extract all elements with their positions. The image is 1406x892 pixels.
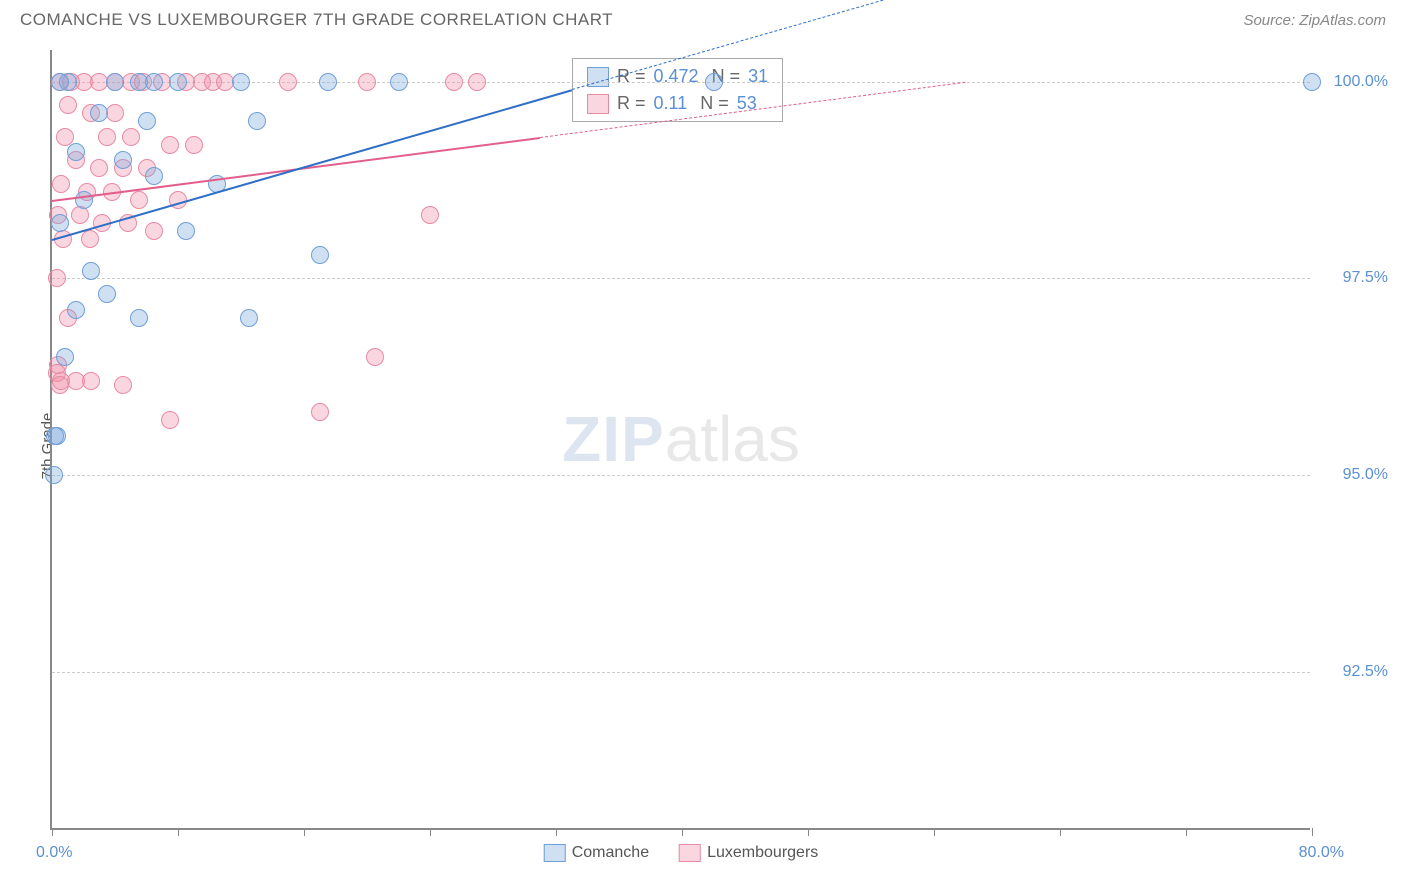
marker-comanche (145, 73, 163, 91)
n-value-lux: 53 (737, 90, 757, 117)
watermark: ZIPatlas (562, 402, 800, 476)
y-tick-label: 100.0% (1334, 73, 1388, 91)
marker-lux (98, 128, 116, 146)
marker-comanche (169, 73, 187, 91)
marker-comanche (90, 104, 108, 122)
marker-lux (48, 269, 66, 287)
marker-comanche (145, 167, 163, 185)
marker-lux (59, 96, 77, 114)
x-axis-max-label: 80.0% (1299, 844, 1344, 862)
x-tick (682, 828, 683, 836)
correlation-stats-box: R = 0.472 N = 31 R = 0.11 N = 53 (572, 58, 783, 122)
marker-lux (421, 206, 439, 224)
n-value-comanche: 31 (748, 63, 768, 90)
legend-item-lux: Luxembourgers (679, 844, 818, 862)
x-tick (1312, 828, 1313, 836)
y-tick-label: 92.5% (1343, 663, 1388, 681)
marker-comanche (705, 73, 723, 91)
marker-comanche (67, 143, 85, 161)
marker-comanche (232, 73, 250, 91)
legend-swatch-comanche (544, 844, 566, 862)
marker-lux (71, 206, 89, 224)
marker-comanche (138, 112, 156, 130)
marker-comanche (67, 301, 85, 319)
marker-comanche (1303, 73, 1321, 91)
marker-comanche (130, 309, 148, 327)
marker-lux (279, 73, 297, 91)
gridline (52, 475, 1310, 476)
marker-comanche (45, 466, 63, 484)
x-tick (178, 828, 179, 836)
legend: Comanche Luxembourgers (544, 844, 819, 862)
marker-comanche (319, 73, 337, 91)
x-tick (430, 828, 431, 836)
r-value-comanche: 0.472 (654, 63, 699, 90)
marker-lux (445, 73, 463, 91)
watermark-zip: ZIP (562, 403, 665, 475)
marker-lux (161, 411, 179, 429)
x-tick (1060, 828, 1061, 836)
marker-lux (161, 136, 179, 154)
x-tick (808, 828, 809, 836)
marker-comanche (82, 262, 100, 280)
marker-comanche (46, 427, 64, 445)
marker-lux (106, 104, 124, 122)
watermark-atlas: atlas (665, 403, 800, 475)
stats-row-lux: R = 0.11 N = 53 (587, 90, 768, 117)
marker-lux (122, 128, 140, 146)
marker-comanche (390, 73, 408, 91)
marker-lux (130, 191, 148, 209)
stats-swatch-lux (587, 94, 609, 114)
marker-comanche (248, 112, 266, 130)
marker-lux (90, 159, 108, 177)
r-value-lux: 0.11 (654, 90, 688, 117)
marker-comanche (177, 222, 195, 240)
marker-lux (358, 73, 376, 91)
marker-lux (82, 372, 100, 390)
x-tick (556, 828, 557, 836)
legend-swatch-lux (679, 844, 701, 862)
marker-lux (468, 73, 486, 91)
marker-comanche (106, 73, 124, 91)
marker-comanche (240, 309, 258, 327)
chart-title: COMANCHE VS LUXEMBOURGER 7TH GRADE CORRE… (20, 10, 613, 30)
marker-comanche (75, 191, 93, 209)
x-tick (934, 828, 935, 836)
marker-lux (366, 348, 384, 366)
y-tick-label: 95.0% (1343, 466, 1388, 484)
marker-comanche (98, 285, 116, 303)
legend-item-comanche: Comanche (544, 844, 649, 862)
marker-lux (145, 222, 163, 240)
x-tick (1186, 828, 1187, 836)
y-tick-label: 97.5% (1343, 269, 1388, 287)
gridline (52, 278, 1310, 279)
marker-comanche (114, 151, 132, 169)
marker-lux (56, 128, 74, 146)
source-label: Source: ZipAtlas.com (1243, 12, 1386, 29)
x-axis-min-label: 0.0% (36, 844, 72, 862)
x-tick (304, 828, 305, 836)
marker-comanche (311, 246, 329, 264)
marker-lux (81, 230, 99, 248)
marker-lux (52, 175, 70, 193)
x-tick (52, 828, 53, 836)
chart-plot-area: ZIPatlas 0.0% 80.0% R = 0.472 N = 31 R =… (50, 50, 1310, 830)
marker-comanche (51, 214, 69, 232)
marker-lux (114, 376, 132, 394)
marker-comanche (56, 348, 74, 366)
marker-lux (51, 376, 69, 394)
marker-lux (311, 403, 329, 421)
marker-comanche (59, 73, 77, 91)
gridline (52, 672, 1310, 673)
marker-lux (185, 136, 203, 154)
